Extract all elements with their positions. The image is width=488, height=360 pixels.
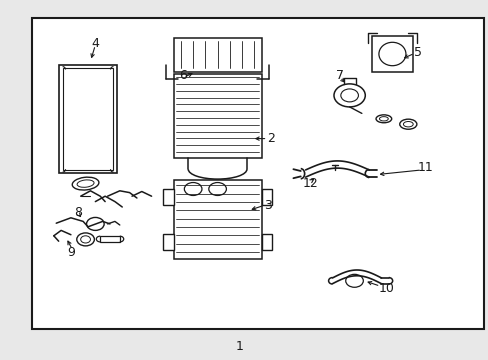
Bar xyxy=(261,189,272,205)
Text: 12: 12 xyxy=(302,177,318,190)
Text: 3: 3 xyxy=(264,199,271,212)
Bar xyxy=(173,74,261,158)
Bar xyxy=(173,180,261,259)
Bar xyxy=(163,189,173,205)
Text: 7: 7 xyxy=(335,69,343,82)
Bar xyxy=(32,18,483,329)
Text: 9: 9 xyxy=(67,246,75,258)
Bar xyxy=(100,236,120,242)
Text: 4: 4 xyxy=(91,37,99,50)
Text: 10: 10 xyxy=(378,282,393,294)
Text: 11: 11 xyxy=(417,161,432,174)
Bar xyxy=(371,36,412,72)
Text: 2: 2 xyxy=(267,132,275,145)
Bar xyxy=(173,38,261,72)
Bar xyxy=(163,234,173,250)
Text: 6: 6 xyxy=(179,69,187,82)
Bar xyxy=(59,65,117,173)
Bar xyxy=(261,234,272,250)
Text: 1: 1 xyxy=(235,340,243,353)
Text: 5: 5 xyxy=(413,46,421,59)
Text: 8: 8 xyxy=(74,206,82,219)
Bar xyxy=(62,68,113,170)
